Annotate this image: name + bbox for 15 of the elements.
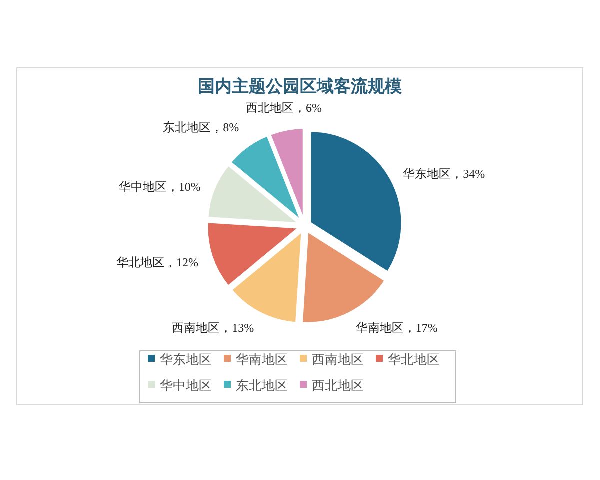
data-label: 西北地区，6% [246,100,322,115]
legend-label: 华中地区 [160,378,212,393]
data-label: 西南地区，13% [172,320,254,335]
legend-label: 东北地区 [236,378,288,393]
legend-label: 华北地区 [388,352,440,367]
data-label: 华北地区，12% [116,256,198,270]
legend-label: 西北地区 [312,378,364,393]
data-label: 华东地区，34% [403,167,486,182]
legend-label: 西南地区 [312,352,364,367]
legend-label: 华东地区 [160,352,212,367]
chart-title: 国内主题公园区域客流规模 [198,77,402,96]
legend-label: 华南地区 [236,352,288,367]
data-label: 华中地区，10% [118,180,201,194]
data-label: 东北地区，8% [163,120,240,134]
data-label: 华南地区，17% [356,320,438,335]
